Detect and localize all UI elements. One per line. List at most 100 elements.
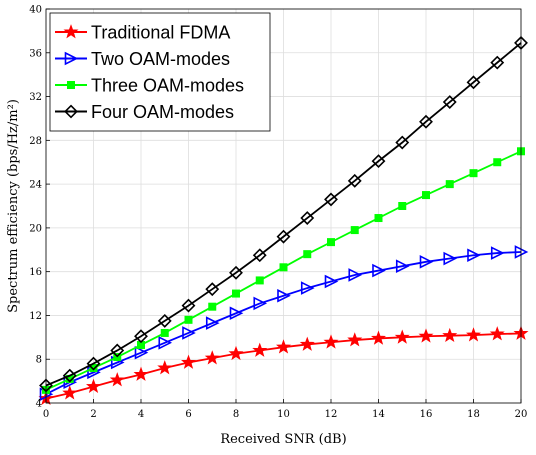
data-point xyxy=(252,342,268,357)
data-point xyxy=(134,329,148,344)
data-point xyxy=(374,214,383,223)
data-point xyxy=(348,268,363,282)
x-tick-label: 2 xyxy=(90,409,96,420)
data-point xyxy=(466,327,481,342)
data-point xyxy=(303,250,312,259)
series-line xyxy=(45,42,522,387)
data-point xyxy=(253,296,268,311)
data-point xyxy=(490,246,505,260)
data-point xyxy=(86,378,101,393)
data-point xyxy=(324,192,338,207)
data-point xyxy=(300,281,315,295)
legend-label: Four OAM-modes xyxy=(91,102,234,122)
data-point xyxy=(62,368,77,383)
data-point xyxy=(350,226,359,235)
legend-label: Three OAM-modes xyxy=(91,76,244,96)
x-tick-label: 0 xyxy=(43,409,49,420)
y-tick-label: 8 xyxy=(36,355,42,366)
data-point xyxy=(229,265,243,280)
data-point xyxy=(371,154,386,169)
data-point xyxy=(299,336,315,351)
data-point xyxy=(276,229,291,244)
data-point xyxy=(228,345,244,361)
legend-marker xyxy=(64,51,79,66)
data-point xyxy=(208,302,217,311)
data-point xyxy=(442,327,458,343)
data-point xyxy=(324,274,339,289)
data-point xyxy=(62,385,78,400)
series-layer xyxy=(38,35,529,405)
legend-entry: Three OAM-modes xyxy=(55,76,244,96)
data-point xyxy=(232,289,240,298)
data-point xyxy=(489,326,505,341)
legend-entry: Traditional FDMA xyxy=(55,23,230,43)
data-point xyxy=(395,135,410,150)
data-point xyxy=(419,114,433,129)
y-tick-label: 36 xyxy=(29,48,42,59)
data-point xyxy=(422,191,430,200)
x-tick-label: 12 xyxy=(325,409,338,420)
data-point xyxy=(371,330,386,345)
data-point xyxy=(204,350,220,365)
data-point xyxy=(323,334,339,349)
data-point xyxy=(300,211,315,225)
data-point xyxy=(445,180,454,189)
data-point xyxy=(205,316,220,330)
y-tick-label: 24 xyxy=(29,180,42,191)
data-point xyxy=(327,238,335,247)
y-tick-label: 12 xyxy=(29,311,42,322)
data-point xyxy=(205,282,220,297)
data-point xyxy=(442,95,457,109)
legend-marker xyxy=(63,24,79,39)
legend-marker xyxy=(67,81,75,89)
data-point xyxy=(394,329,410,344)
data-point xyxy=(255,276,264,285)
x-tick-label: 6 xyxy=(185,409,191,420)
data-point xyxy=(184,315,193,324)
legend-entry: Two OAM-modes xyxy=(55,49,230,69)
x-axis-label: Received SNR (dB) xyxy=(220,432,346,447)
data-point xyxy=(395,259,410,273)
data-point xyxy=(229,306,244,321)
y-tick-label: 40 xyxy=(29,5,42,16)
y-tick-label: 20 xyxy=(29,223,42,234)
data-point xyxy=(86,356,101,371)
data-point xyxy=(157,360,173,375)
y-tick-label: 16 xyxy=(29,267,42,278)
series-2 xyxy=(39,245,529,402)
data-point xyxy=(276,339,291,354)
data-point xyxy=(134,345,149,360)
data-point xyxy=(493,158,502,167)
y-tick-label: 28 xyxy=(29,136,42,147)
data-point xyxy=(252,248,267,263)
series-line xyxy=(45,251,522,396)
legend-label: Two OAM-modes xyxy=(91,49,230,69)
legend-marker xyxy=(64,104,78,119)
data-point xyxy=(277,288,291,303)
data-point xyxy=(418,328,434,343)
y-axis-label: Spectrum efficiency (bps/Hz/m²) xyxy=(6,99,21,313)
x-tick-label: 10 xyxy=(277,409,290,420)
data-point xyxy=(443,251,458,266)
data-point xyxy=(398,202,407,210)
data-point xyxy=(181,354,196,369)
data-point xyxy=(181,298,196,313)
data-point xyxy=(109,372,125,387)
y-tick-label: 4 xyxy=(36,399,42,410)
x-tick-label: 8 xyxy=(233,409,239,420)
data-point xyxy=(469,169,478,178)
data-point xyxy=(160,328,169,337)
data-point xyxy=(490,55,505,70)
legend: Traditional FDMA Two OAM-modes Three OAM-m… xyxy=(49,12,271,132)
data-point xyxy=(110,343,125,358)
x-tick-label: 18 xyxy=(467,409,480,420)
data-point xyxy=(158,336,173,350)
data-point xyxy=(466,75,481,90)
x-tick-label: 4 xyxy=(138,409,144,420)
data-point xyxy=(347,173,362,188)
data-point xyxy=(133,366,149,381)
legend-label: Traditional FDMA xyxy=(91,23,230,43)
legend-entry: Four OAM-modes xyxy=(55,102,234,122)
